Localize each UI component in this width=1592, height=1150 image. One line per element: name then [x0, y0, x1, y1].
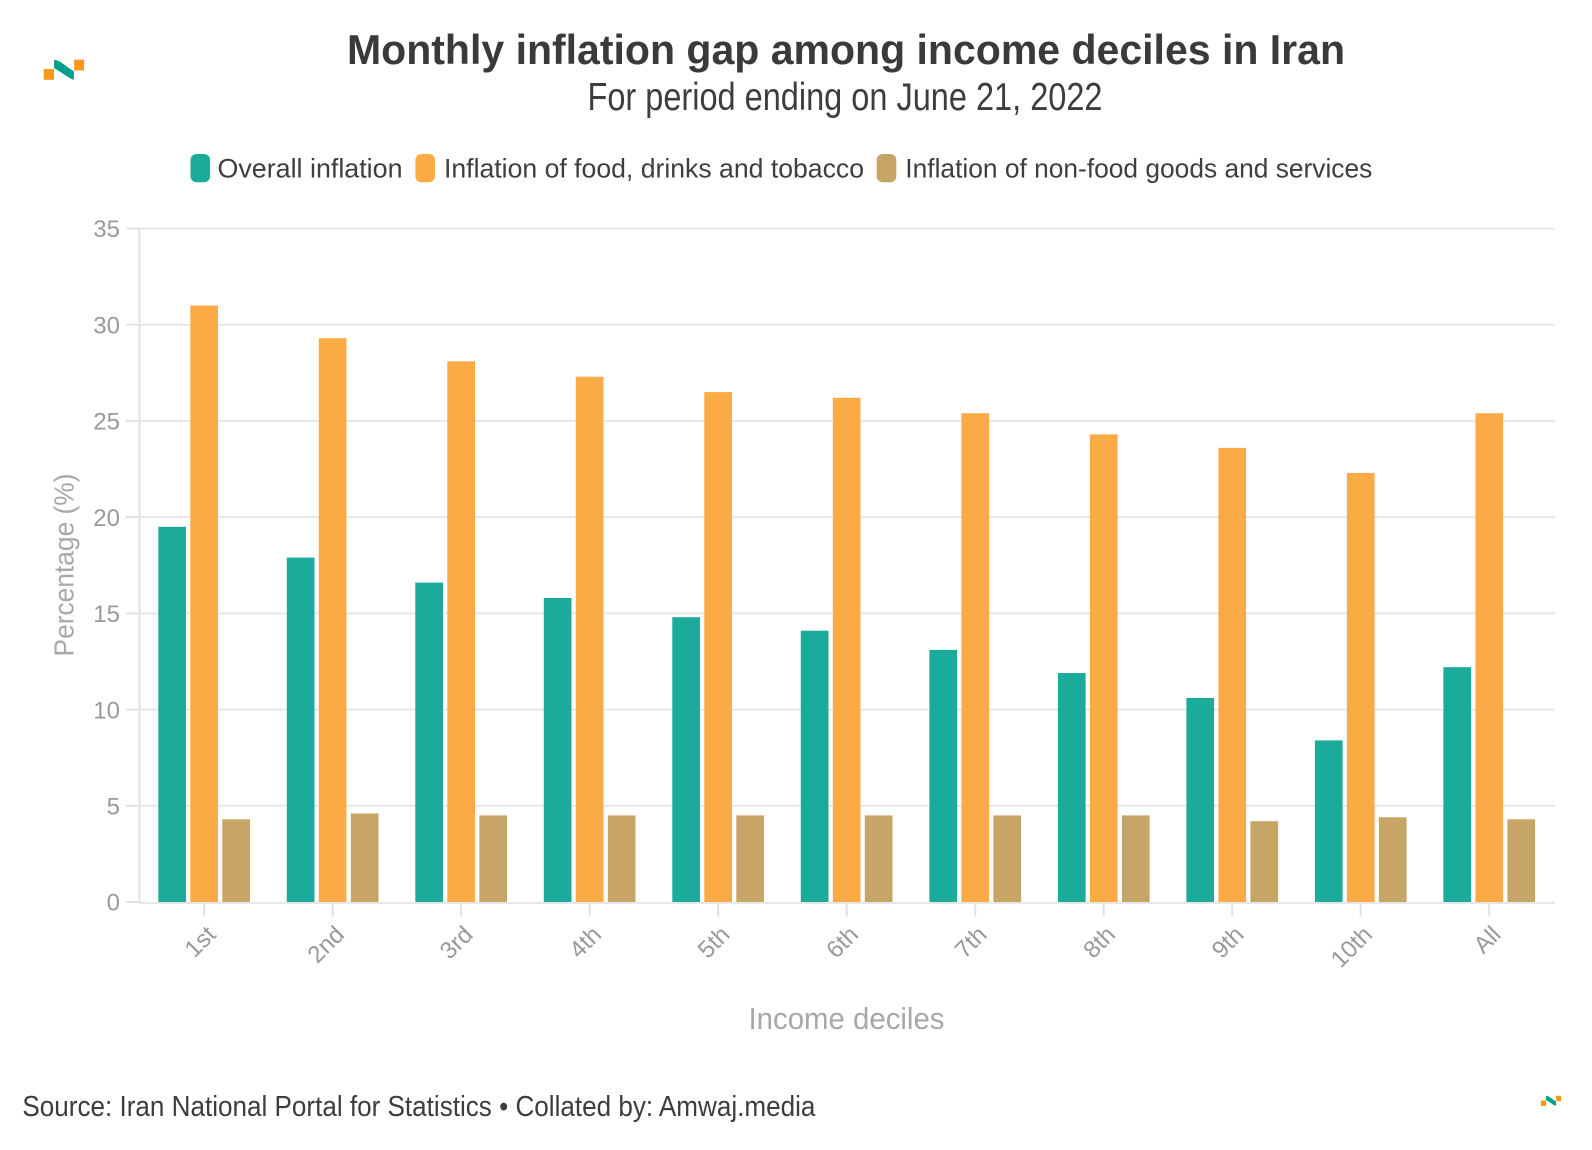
svg-text:10: 10 — [93, 697, 120, 724]
svg-text:25: 25 — [93, 409, 120, 436]
svg-text:Inflation of non-food goods an: Inflation of non-food goods and services — [905, 154, 1372, 184]
svg-text:For period ending on June 21,: For period ending on June 21, 2022 — [588, 76, 1103, 119]
svg-text:Percentage (%): Percentage (%) — [49, 474, 80, 657]
svg-text:30: 30 — [93, 312, 120, 339]
svg-text:Income deciles: Income deciles — [749, 1001, 945, 1036]
svg-text:20: 20 — [93, 505, 120, 532]
svg-text:Inflation of food, drinks and: Inflation of food, drinks and tobacco — [444, 154, 864, 184]
svg-text:5: 5 — [107, 794, 120, 821]
svg-text:Overall inflation: Overall inflation — [218, 154, 403, 184]
svg-text:Source: Iran National Portal f: Source: Iran National Portal for Statist… — [22, 1091, 816, 1123]
svg-text:15: 15 — [93, 601, 120, 628]
svg-text:Monthly inflation gap among in: Monthly inflation gap among income decil… — [347, 26, 1345, 73]
svg-text:35: 35 — [93, 216, 120, 243]
svg-text:0: 0 — [107, 890, 120, 917]
